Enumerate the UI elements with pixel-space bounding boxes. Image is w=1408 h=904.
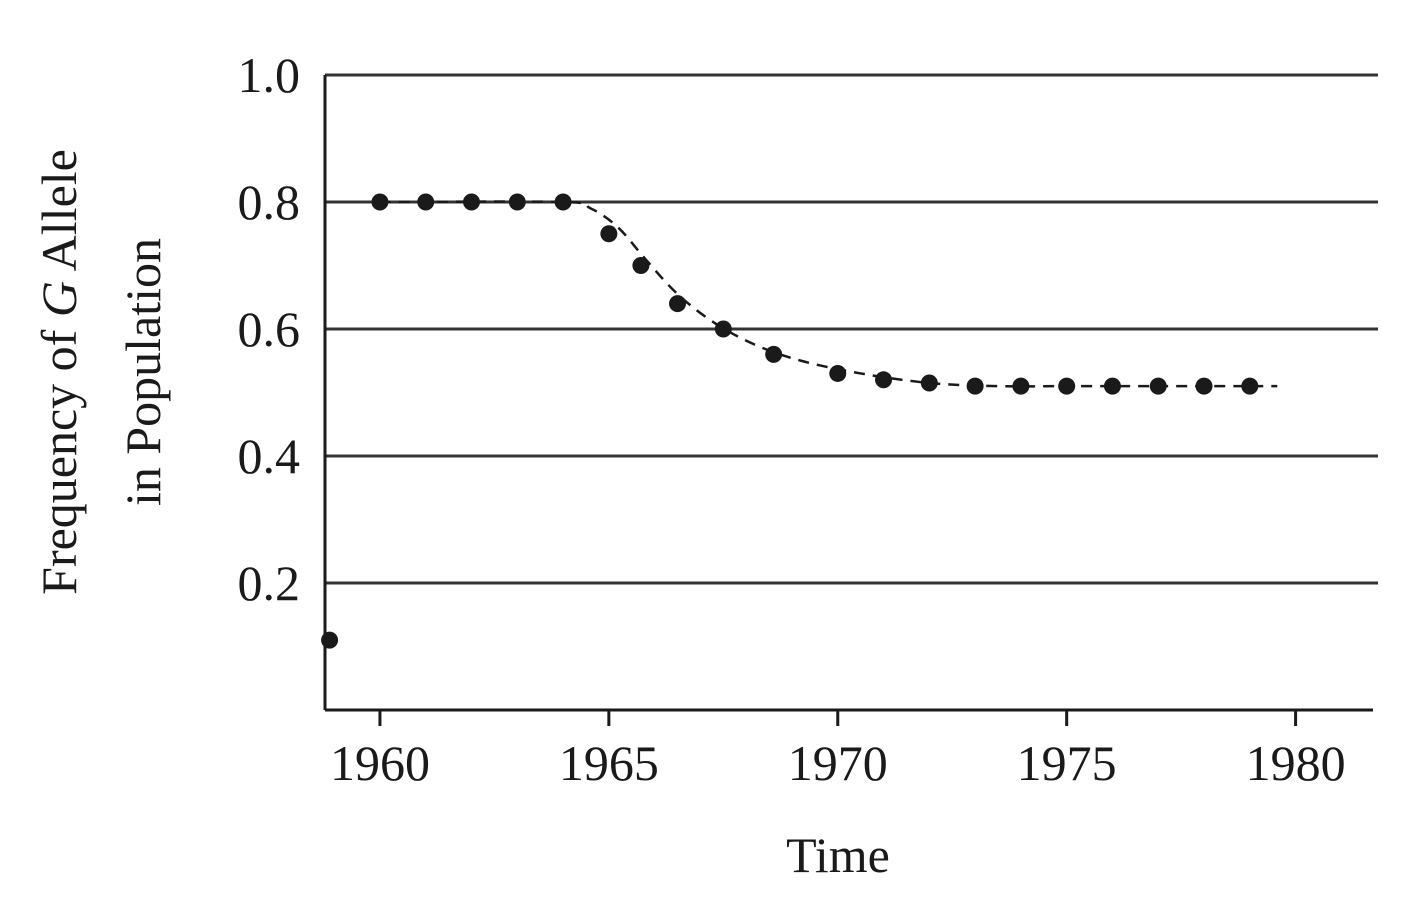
data-point <box>554 193 572 211</box>
data-point <box>463 193 481 211</box>
y-axis-title-line-1: Frequency of G Allele <box>31 149 87 595</box>
x-tick-label: 1970 <box>788 735 888 791</box>
data-point <box>875 371 893 389</box>
data-point <box>765 345 783 363</box>
data-point <box>1241 377 1259 395</box>
axes <box>323 75 1373 712</box>
x-tick-labels: 1960 1965 1970 1975 1980 <box>330 710 1346 791</box>
trend-line <box>379 200 1278 388</box>
x-tick-label: 1980 <box>1246 735 1346 791</box>
data-point <box>417 193 435 211</box>
data-point <box>1103 377 1121 395</box>
trend-curve <box>379 200 1278 388</box>
y-tick-label: 0.8 <box>238 174 301 230</box>
gridlines <box>325 73 1378 585</box>
data-point <box>632 257 650 274</box>
data-point <box>600 225 618 243</box>
y-tick-label: 0.6 <box>238 301 301 357</box>
data-point <box>371 193 389 211</box>
y-tick-label: 1.0 <box>238 47 301 103</box>
data-point <box>966 377 984 395</box>
data-point <box>1058 377 1076 395</box>
y-tick-labels: 0.2 0.4 0.6 0.8 1.0 <box>238 47 301 611</box>
data-point <box>829 364 847 382</box>
x-axis-title: Time <box>786 827 890 883</box>
y-tick-label: 0.4 <box>238 428 301 484</box>
data-point <box>669 295 687 313</box>
y-axis-title-line-2: in Population <box>115 238 171 506</box>
y-tick-label: 0.2 <box>238 555 301 611</box>
x-tick-label: 1960 <box>330 735 430 791</box>
data-point <box>321 631 339 649</box>
data-points <box>321 193 1259 649</box>
data-point <box>1012 377 1030 395</box>
x-tick-label: 1975 <box>1017 735 1117 791</box>
x-tick-label: 1965 <box>559 735 659 791</box>
data-point <box>714 320 732 338</box>
data-point <box>508 193 526 211</box>
data-point <box>920 374 938 392</box>
data-point <box>1195 377 1213 395</box>
data-point <box>1149 377 1167 395</box>
